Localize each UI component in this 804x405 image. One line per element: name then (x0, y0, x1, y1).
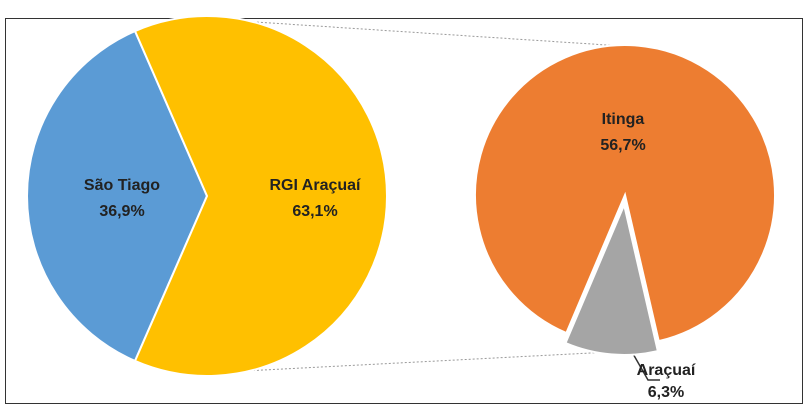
slice-value-label: 6,3% (648, 384, 684, 401)
pie-slice (564, 201, 660, 356)
slice-label: São Tiago (84, 177, 160, 194)
connector-line (224, 351, 611, 373)
slice-label: RGI Araçuaí (270, 177, 362, 194)
leader-line (631, 351, 660, 381)
pie-slice (26, 29, 209, 363)
slice-value-label: 63,1% (292, 203, 337, 220)
slice-value-label: 36,9% (99, 203, 144, 220)
slice-label: Araçuaí (637, 362, 696, 379)
pie-slice (474, 44, 776, 343)
slice-value-label: 56,7% (600, 137, 645, 154)
slice-label: Itinga (602, 111, 645, 128)
pie-slice (133, 15, 389, 377)
